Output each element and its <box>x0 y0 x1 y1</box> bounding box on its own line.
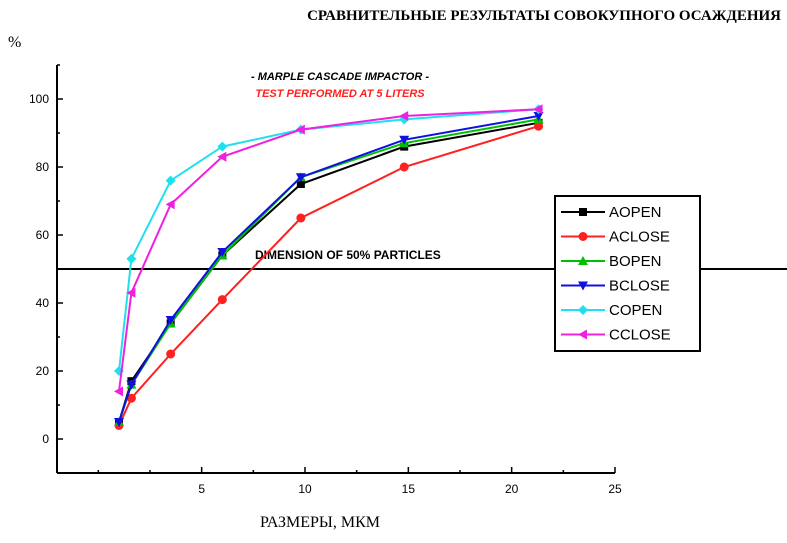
data-point-bclose <box>399 135 410 145</box>
data-point-bclose <box>126 380 137 390</box>
x-tick-label: 25 <box>608 482 622 496</box>
data-point-bclose <box>114 418 124 427</box>
x-axis-label: РАЗМЕРЫ, МКМ <box>260 514 380 531</box>
series-line-copen <box>118 108 539 372</box>
data-point-aclose <box>534 121 544 131</box>
x-tick-label: 20 <box>505 482 519 496</box>
legend-label-cclose: CCLOSE <box>609 327 671 344</box>
x-tick-label: 10 <box>298 482 312 496</box>
data-point-bclose <box>295 173 306 183</box>
data-point-aclose <box>126 393 136 403</box>
data-point-copen <box>217 141 228 152</box>
y-tick-label: 60 <box>36 228 50 242</box>
y-tick-label: 100 <box>29 92 49 106</box>
legend-marker-cclose <box>578 329 587 340</box>
data-point-aclose <box>399 162 409 172</box>
legend-marker-aopen <box>579 208 587 216</box>
y-tick-label: 20 <box>36 364 50 378</box>
series-line-bopen <box>118 118 539 423</box>
data-point-bclose <box>165 316 176 325</box>
legend-label-bopen: BOPEN <box>609 253 662 270</box>
legend-label-aclose: ACLOSE <box>609 229 670 246</box>
legend-label-copen: COPEN <box>609 302 662 319</box>
legend-label-aopen: AOPEN <box>609 204 662 221</box>
data-point-cclose <box>114 386 123 397</box>
data-point-copen <box>126 253 137 264</box>
legend-box <box>554 195 701 352</box>
x-tick-label: 15 <box>402 482 416 496</box>
legend-marker-copen <box>578 305 588 315</box>
y-tick-label: 80 <box>36 160 50 174</box>
data-point-cclose <box>533 104 543 115</box>
legend-marker-bclose <box>578 281 588 291</box>
legend-marker-aclose <box>578 232 588 241</box>
y-tick-label: 40 <box>36 296 50 310</box>
y-tick-label: 0 <box>42 432 49 446</box>
series-line-aclose <box>118 125 539 426</box>
data-point-bclose <box>533 112 544 121</box>
data-point-bclose <box>217 248 228 257</box>
data-point-cclose <box>399 111 409 121</box>
data-point-copen <box>165 175 176 186</box>
legend-marker-bopen <box>578 256 588 265</box>
data-point-cclose <box>165 199 175 210</box>
annotation-text: TEST PERFORMED AT 5 LITERS <box>255 88 425 100</box>
chart-title: СРАВНИТЕЛЬНЫЕ РЕЗУЛЬТАТЫ СОВОКУПНОГО ОСА… <box>307 8 781 24</box>
data-point-aclose <box>296 213 306 223</box>
x-tick-label: 5 <box>198 482 205 496</box>
data-point-cclose <box>217 151 227 162</box>
reference-line-label: DIMENSION OF 50% PARTICLES <box>255 248 441 262</box>
annotation-text: - MARPLE CASCADE IMPACTOR - <box>251 71 429 83</box>
legend-label-bclose: BCLOSE <box>609 278 670 295</box>
data-point-aclose <box>166 349 176 359</box>
data-point-aopen <box>296 180 305 188</box>
data-point-cclose <box>126 287 136 298</box>
y-axis-label: % <box>8 34 22 51</box>
data-point-cclose <box>295 124 305 135</box>
data-point-aclose <box>217 295 227 305</box>
